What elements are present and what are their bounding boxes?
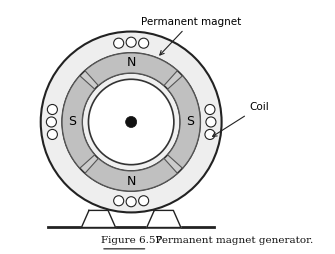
Circle shape <box>126 116 137 128</box>
Circle shape <box>126 37 136 47</box>
Circle shape <box>82 73 180 171</box>
Text: N: N <box>127 174 136 187</box>
Wedge shape <box>85 53 178 86</box>
Text: Figure 6.57.: Figure 6.57. <box>101 236 165 245</box>
Circle shape <box>139 38 149 48</box>
Polygon shape <box>147 210 181 228</box>
Circle shape <box>205 104 215 115</box>
Wedge shape <box>168 76 200 168</box>
Circle shape <box>126 197 136 207</box>
Text: Permanent magnet generator.: Permanent magnet generator. <box>149 236 313 245</box>
Wedge shape <box>62 76 95 168</box>
Circle shape <box>47 104 57 115</box>
Circle shape <box>114 38 124 48</box>
Circle shape <box>114 196 124 206</box>
Circle shape <box>62 53 200 191</box>
Circle shape <box>46 117 56 127</box>
Wedge shape <box>85 158 178 191</box>
Circle shape <box>41 31 221 212</box>
Circle shape <box>206 117 216 127</box>
Text: Permanent magnet: Permanent magnet <box>141 17 242 55</box>
Text: N: N <box>127 56 136 69</box>
Circle shape <box>139 196 149 206</box>
Text: S: S <box>186 116 194 129</box>
Circle shape <box>47 130 57 139</box>
Circle shape <box>88 79 174 165</box>
Polygon shape <box>81 210 116 228</box>
Text: Coil: Coil <box>213 102 269 136</box>
Circle shape <box>205 130 215 139</box>
Text: S: S <box>68 116 76 129</box>
